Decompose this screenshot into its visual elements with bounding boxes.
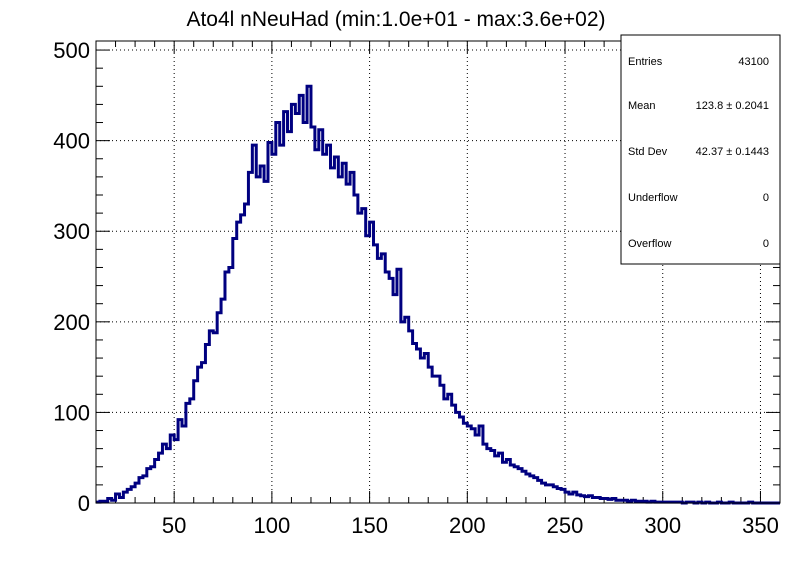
chart-title: Ato4l nNeuHad (min:1.0e+01 - max:3.6e+02… — [186, 8, 605, 31]
y-tick-label: 200 — [53, 310, 90, 335]
stats-overflow-label: Overflow — [628, 238, 671, 250]
stats-entries-value: 43100 — [738, 56, 769, 68]
x-tick-label: 250 — [547, 513, 584, 538]
x-tick-label: 350 — [742, 513, 779, 538]
y-tick-label: 100 — [53, 400, 90, 425]
stats-underflow-label: Underflow — [628, 192, 678, 204]
stats-entries-label: Entries — [628, 56, 663, 68]
x-tick-label: 150 — [351, 513, 388, 538]
y-tick-label: 0 — [78, 491, 90, 516]
stats-box: Entries 43100 Mean 123.8 ± 0.2041 Std De… — [620, 34, 781, 265]
x-tick-label: 50 — [162, 513, 186, 538]
stats-mean-value: 123.8 ± 0.2041 — [696, 100, 769, 112]
stats-underflow-value: 0 — [763, 192, 769, 204]
x-tick-labels: 50 100 150 200 250 300 350 — [162, 513, 779, 538]
stats-box-frame — [620, 34, 781, 265]
stats-stddev-value: 42.37 ± 0.1443 — [696, 146, 769, 158]
stats-mean-label: Mean — [628, 100, 656, 112]
stats-stddev-label: Std Dev — [628, 146, 668, 158]
stats-overflow-value: 0 — [763, 238, 769, 250]
y-tick-label: 400 — [53, 129, 90, 154]
x-tick-label: 300 — [644, 513, 681, 538]
plot-frame — [95, 40, 781, 504]
x-tick-label: 200 — [449, 513, 486, 538]
histogram-series-line — [96, 84, 780, 505]
y-tick-labels: 0 100 200 300 400 500 — [53, 38, 90, 516]
y-tick-label: 500 — [53, 38, 90, 63]
x-tick-label: 100 — [254, 513, 291, 538]
y-tick-label: 300 — [53, 219, 90, 244]
